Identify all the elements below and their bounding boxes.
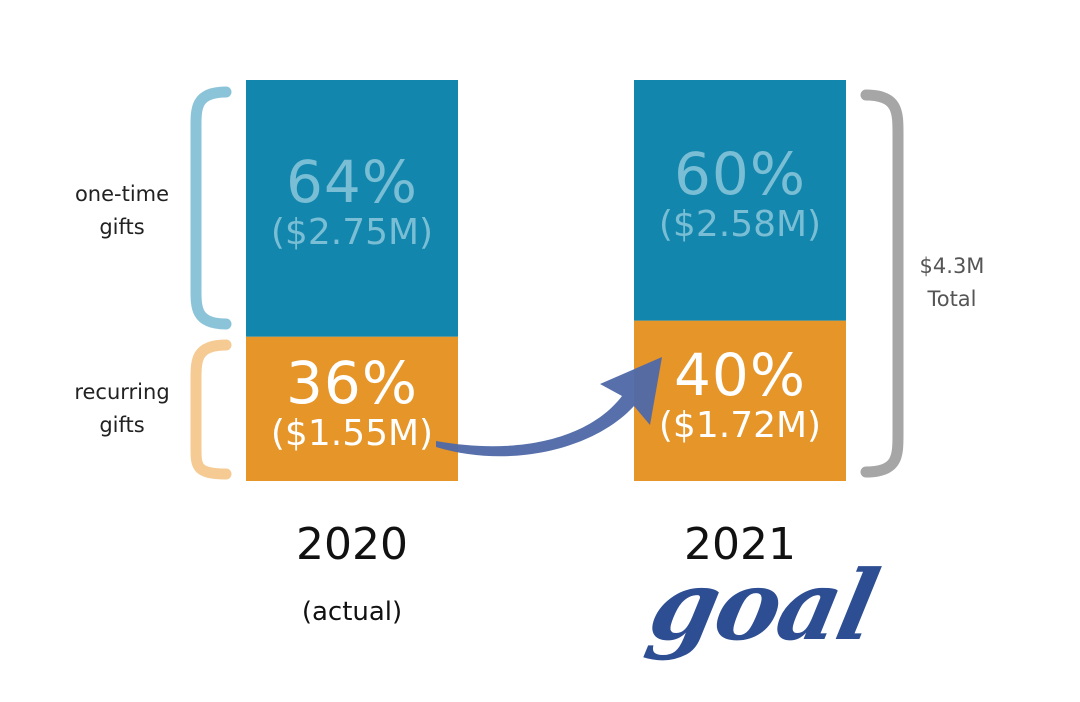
bar-recurring-2021 (634, 320, 846, 481)
bar-amount-one-time-2021: ($2.58M) (658, 204, 822, 246)
bracket-recurring (190, 339, 232, 480)
bar-label-recurring-2021: 40% (674, 340, 806, 409)
x-tick-label-2021: 2021 (684, 519, 796, 570)
bar-label-one-time-2020: 64% (286, 148, 418, 217)
bracket-one-time (190, 86, 232, 330)
bar-label-one-time-2021: 60% (674, 140, 806, 209)
growth-arrow (436, 357, 662, 457)
legend-label-one-time: one-time gifts (74, 182, 170, 239)
bar-amount-recurring-2020: ($1.55M) (270, 412, 434, 454)
bar-recurring-2020 (246, 336, 458, 481)
bar-amount-one-time-2020: ($2.75M) (270, 212, 434, 254)
bar-label-recurring-2020: 36% (286, 348, 418, 417)
goal-script-label: goal (640, 549, 886, 662)
bracket-total (860, 89, 904, 478)
x-tick-label-2020: 2020 (296, 519, 408, 570)
total-annotation: $4.3M Total (919, 254, 985, 311)
bar-one-time-2020 (246, 80, 458, 337)
bar-amount-recurring-2021: ($1.72M) (658, 404, 822, 446)
x-tick-note-2020: (actual) (301, 597, 403, 627)
legend-label-recurring: recurring gifts (74, 380, 170, 437)
bar-one-time-2021 (634, 80, 846, 321)
